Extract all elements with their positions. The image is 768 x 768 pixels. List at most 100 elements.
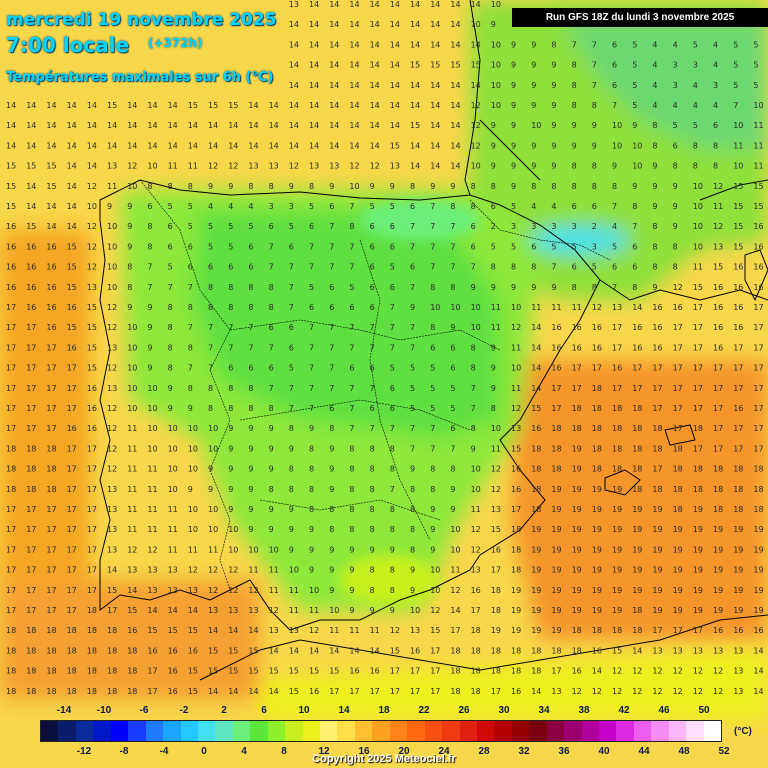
grid-value: 14	[370, 646, 380, 655]
grid-value: 15	[430, 61, 440, 70]
grid-value: 9	[168, 384, 173, 393]
grid-value: 16	[511, 465, 521, 474]
legend-label-top: -14	[56, 705, 72, 716]
grid-value: 18	[612, 465, 622, 474]
grid-value: 13	[673, 646, 683, 655]
grid-value: 5	[592, 263, 597, 272]
grid-value: 16	[6, 242, 16, 251]
grid-value: 10	[693, 202, 703, 211]
grid-value: 9	[289, 182, 294, 191]
legend-label-bottom: -4	[159, 746, 169, 757]
grid-value: 9	[349, 586, 354, 595]
border-regions-1	[229, 319, 501, 351]
grid-value: 8	[269, 182, 274, 191]
grid-value: 7	[410, 222, 415, 231]
grid-value: 17	[713, 364, 723, 373]
color-legend	[40, 720, 722, 742]
grid-value: 15	[228, 646, 238, 655]
grid-value: 10	[208, 444, 218, 453]
grid-value: 9	[491, 141, 496, 150]
grid-value: 13	[228, 606, 238, 615]
grid-value: 14	[450, 162, 460, 171]
grid-value: 6	[370, 283, 375, 292]
grid-value: 8	[632, 283, 637, 292]
grid-value: 15	[531, 404, 541, 413]
grid-value: 5	[370, 202, 375, 211]
grid-value: 14	[228, 121, 238, 130]
grid-value: 13	[693, 646, 703, 655]
grid-value: 17	[753, 404, 763, 413]
grid-value: 8	[168, 303, 173, 312]
grid-value: 8	[673, 242, 678, 251]
legend-swatch	[302, 721, 320, 741]
grid-value: 16	[632, 343, 642, 352]
grid-value: 18	[551, 444, 561, 453]
grid-value: 12	[592, 303, 602, 312]
grid-value: 7	[269, 384, 274, 393]
grid-value: 15	[208, 101, 218, 110]
grid-value: 12	[248, 586, 258, 595]
grid-value: 18	[6, 667, 16, 676]
grid-value: 6	[228, 263, 233, 272]
grid-value: 6	[390, 283, 395, 292]
grid-value: 6	[370, 303, 375, 312]
grid-value: 9	[551, 141, 556, 150]
grid-value: 13	[107, 162, 117, 171]
grid-value: 16	[26, 303, 36, 312]
grid-value: 12	[572, 687, 582, 696]
grid-value: 19	[551, 566, 561, 575]
legend-label-bottom: 4	[241, 746, 247, 757]
grid-value: 19	[753, 606, 763, 615]
grid-value: 7	[309, 242, 314, 251]
grid-value: 13	[269, 626, 279, 635]
grid-value: 15	[228, 101, 238, 110]
grid-value: 14	[370, 40, 380, 49]
grid-value: 5	[390, 202, 395, 211]
grid-value: 12	[713, 222, 723, 231]
grid-value: 19	[753, 566, 763, 575]
grid-value: 5	[511, 242, 516, 251]
grid-value: 9	[551, 101, 556, 110]
grid-value: 17	[26, 586, 36, 595]
legend-swatch	[616, 721, 634, 741]
grid-value: 8	[551, 40, 556, 49]
grid-value: 18	[471, 667, 481, 676]
grid-value: 14	[289, 121, 299, 130]
grid-value: 8	[349, 222, 354, 231]
grid-value: 9	[531, 40, 536, 49]
grid-value: 8	[289, 465, 294, 474]
grid-value: 12	[147, 545, 157, 554]
field-mediterranean-warm	[510, 360, 768, 640]
grid-value: 14	[329, 40, 339, 49]
grid-value: 19	[612, 566, 622, 575]
grid-value: 13	[713, 242, 723, 251]
grid-value: 12	[632, 667, 642, 676]
grid-value: 12	[632, 687, 642, 696]
grid-value: 10	[511, 364, 521, 373]
grid-value: 6	[410, 263, 415, 272]
grid-value: 6	[349, 364, 354, 373]
grid-value: 15	[713, 263, 723, 272]
grid-value: 17	[67, 606, 77, 615]
grid-value: 14	[6, 121, 16, 130]
grid-value: 9	[370, 182, 375, 191]
grid-value: 9	[511, 61, 516, 70]
grid-value: 16	[168, 687, 178, 696]
grid-value: 15	[248, 646, 258, 655]
legend-label-bottom: 32	[518, 746, 530, 757]
grid-value: 14	[390, 40, 400, 49]
grid-value: 5	[188, 222, 193, 231]
grid-value: 16	[6, 283, 16, 292]
grid-value: 5	[733, 81, 738, 90]
grid-value: 12	[107, 424, 117, 433]
grid-value: 17	[46, 424, 56, 433]
grid-value: 7	[410, 343, 415, 352]
grid-value: 14	[410, 101, 420, 110]
grid-value: 18	[531, 667, 541, 676]
grid-value: 16	[572, 323, 582, 332]
grid-value: 14	[26, 182, 36, 191]
grid-value: 8	[208, 283, 213, 292]
legend-swatch	[354, 721, 373, 741]
grid-value: 12	[612, 687, 622, 696]
grid-value: 12	[228, 586, 238, 595]
